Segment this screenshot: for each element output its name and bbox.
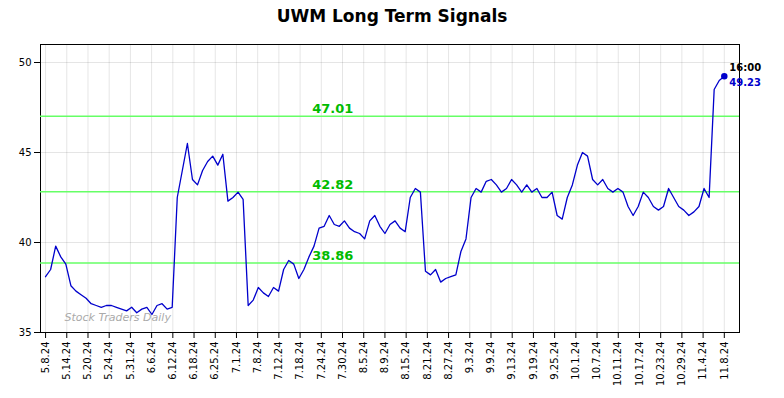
- svg-text:16:00: 16:00: [729, 62, 761, 73]
- svg-text:40: 40: [19, 237, 32, 248]
- html-text:UWM Long Term Signals: UWM Long Term Signals: [276, 6, 508, 26]
- svg-text:8.5.24: 8.5.24: [358, 342, 369, 374]
- svg-text:10.7.24: 10.7.24: [591, 342, 602, 380]
- svg-text:10.23.24: 10.23.24: [655, 342, 666, 387]
- svg-text:38.86: 38.86: [312, 248, 353, 263]
- svg-text:9.3.24: 9.3.24: [464, 342, 475, 374]
- svg-text:6.25.24: 6.25.24: [209, 342, 220, 380]
- svg-text:50: 50: [19, 57, 32, 68]
- svg-text:5.24.24: 5.24.24: [103, 342, 114, 380]
- svg-text:5.31.24: 5.31.24: [125, 342, 136, 380]
- svg-text:10.1.24: 10.1.24: [570, 342, 581, 380]
- svg-text:10.11.24: 10.11.24: [612, 342, 623, 387]
- svg-text:7.24.24: 7.24.24: [316, 342, 327, 380]
- svg-text:7.30.24: 7.30.24: [337, 342, 348, 380]
- svg-text:11.8.24: 11.8.24: [719, 342, 730, 380]
- svg-text:7.8.24: 7.8.24: [252, 342, 263, 374]
- svg-text:7.18.24: 7.18.24: [294, 342, 305, 380]
- svg-text:8.21.24: 8.21.24: [422, 342, 433, 380]
- svg-text:9.9.24: 9.9.24: [485, 342, 496, 374]
- svg-text:5.14.24: 5.14.24: [61, 342, 72, 380]
- svg-text:5.20.24: 5.20.24: [82, 342, 93, 380]
- svg-text:35: 35: [19, 327, 32, 338]
- svg-text:42.82: 42.82: [312, 177, 353, 192]
- svg-text:Stock Traders Daily: Stock Traders Daily: [65, 311, 172, 324]
- svg-text:6.12.24: 6.12.24: [167, 342, 178, 380]
- svg-text:8.15.24: 8.15.24: [400, 342, 411, 380]
- svg-text:8.27.24: 8.27.24: [443, 342, 454, 380]
- svg-text:45: 45: [19, 147, 32, 158]
- svg-text:5.8.24: 5.8.24: [40, 342, 51, 374]
- svg-text:9.25.24: 9.25.24: [549, 342, 560, 380]
- svg-text:7.1.24: 7.1.24: [231, 342, 242, 374]
- svg-text:47.01: 47.01: [312, 101, 353, 116]
- svg-text:49.23: 49.23: [729, 77, 761, 88]
- svg-text:10.29.24: 10.29.24: [676, 342, 687, 387]
- svg-text:9.19.24: 9.19.24: [528, 342, 539, 380]
- svg-text:7.12.24: 7.12.24: [273, 342, 284, 380]
- svg-text:9.13.24: 9.13.24: [506, 342, 517, 380]
- svg-text:6.18.24: 6.18.24: [188, 342, 199, 380]
- svg-text:8.9.24: 8.9.24: [379, 342, 390, 374]
- svg-text:6.6.24: 6.6.24: [146, 342, 157, 374]
- svg-text:11.4.24: 11.4.24: [697, 342, 708, 380]
- svg-text:10.17.24: 10.17.24: [634, 342, 645, 387]
